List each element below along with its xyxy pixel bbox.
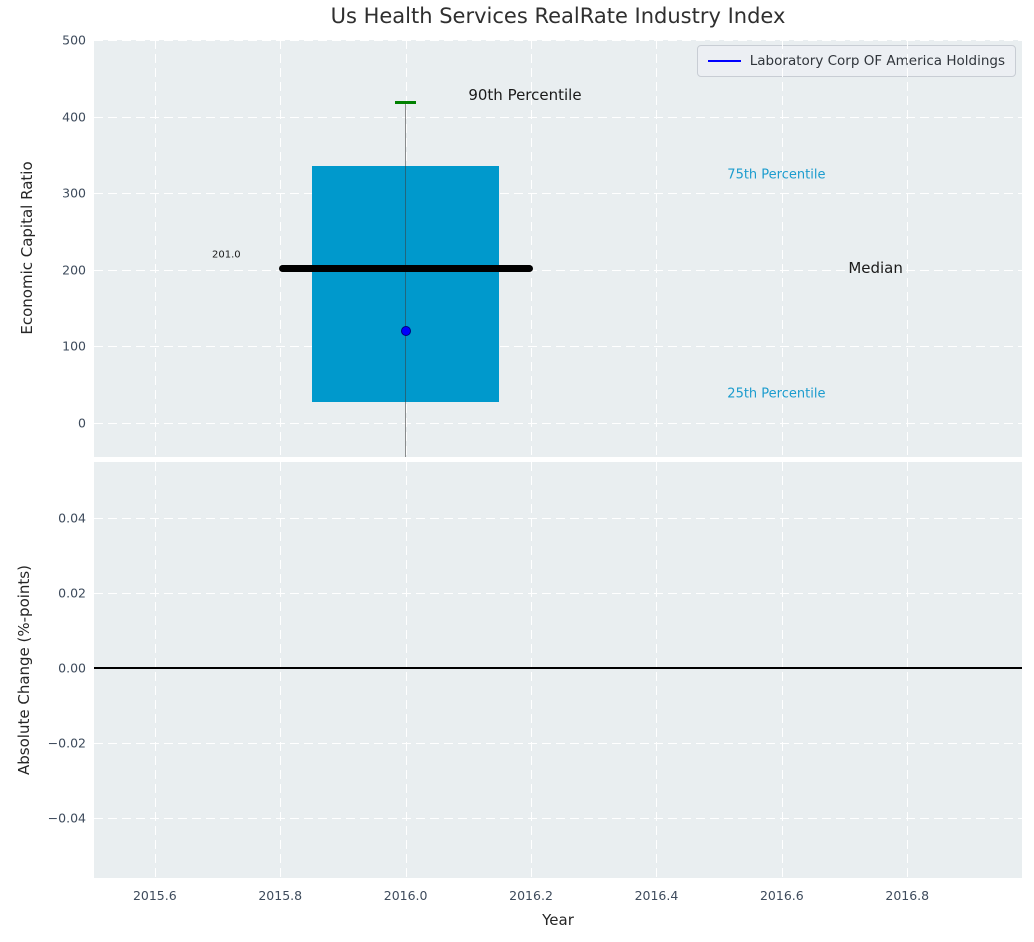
top-y-tick-label: 0 [78, 415, 86, 430]
figure: Us Health Services RealRate Industry Ind… [0, 0, 1034, 942]
top-gridline-vertical [656, 40, 657, 457]
top-gridline-vertical [280, 40, 281, 457]
chart-title: Us Health Services RealRate Industry Ind… [94, 4, 1022, 28]
bottom-gridline [94, 518, 1022, 519]
annotation-25th-percentile: 25th Percentile [727, 387, 825, 402]
top-gridline [94, 117, 1022, 118]
annotation-75th-percentile: 75th Percentile [727, 167, 825, 182]
top-gridline [94, 193, 1022, 194]
top-y-tick-label: 400 [62, 109, 86, 124]
bottom-gridline-vertical [155, 462, 156, 878]
bottom-y-tick-label: 0.02 [58, 586, 86, 601]
bottom-gridline [94, 743, 1022, 744]
top-gridline-vertical [907, 40, 908, 457]
x-tick-label: 2015.8 [258, 888, 302, 903]
bottom-gridline [94, 593, 1022, 594]
bottom-y-tick-label: −0.02 [48, 736, 86, 751]
top-y-tick-label: 200 [62, 262, 86, 277]
top-gridline [94, 423, 1022, 424]
bottom-y-axis-label: Absolute Change (%-points) [15, 565, 33, 775]
annotation-median-value: 201.0 [212, 250, 241, 261]
bottom-gridline [94, 818, 1022, 819]
boxplot-90th-percentile-cap [395, 101, 416, 104]
legend[interactable]: Laboratory Corp OF America Holdings [697, 45, 1016, 77]
top-gridline [94, 40, 1022, 41]
legend-label: Laboratory Corp OF America Holdings [750, 53, 1005, 69]
annotation-median: Median [848, 259, 903, 277]
bottom-gridline-vertical [656, 462, 657, 878]
zero-reference-line [94, 667, 1022, 669]
top-y-tick-label: 100 [62, 339, 86, 354]
x-tick-label: 2016.2 [509, 888, 553, 903]
boxplot-whisker-line [405, 103, 407, 457]
top-y-axis-label: Economic Capital Ratio [18, 161, 36, 334]
top-y-tick-label: 300 [62, 186, 86, 201]
annotation-90th-percentile: 90th Percentile [468, 86, 581, 104]
x-tick-label: 2015.6 [133, 888, 177, 903]
bottom-y-tick-label: 0.00 [58, 661, 86, 676]
top-gridline-vertical [155, 40, 156, 457]
x-axis-label: Year [542, 911, 574, 929]
bottom-gridline-vertical [280, 462, 281, 878]
x-tick-label: 2016.8 [885, 888, 929, 903]
top-y-tick-label: 500 [62, 33, 86, 48]
bottom-axes-plot-area [94, 462, 1022, 878]
x-tick-label: 2016.0 [384, 888, 428, 903]
bottom-gridline-vertical [907, 462, 908, 878]
company-data-point [401, 326, 411, 336]
bottom-gridline-vertical [406, 462, 407, 878]
boxplot-median-line [279, 265, 533, 272]
bottom-y-tick-label: 0.04 [58, 511, 86, 526]
x-tick-label: 2016.6 [760, 888, 804, 903]
bottom-y-tick-label: −0.04 [48, 811, 86, 826]
bottom-gridline-vertical [531, 462, 532, 878]
top-gridline [94, 346, 1022, 347]
legend-line-icon [708, 60, 741, 63]
x-tick-label: 2016.4 [635, 888, 679, 903]
bottom-gridline-vertical [782, 462, 783, 878]
